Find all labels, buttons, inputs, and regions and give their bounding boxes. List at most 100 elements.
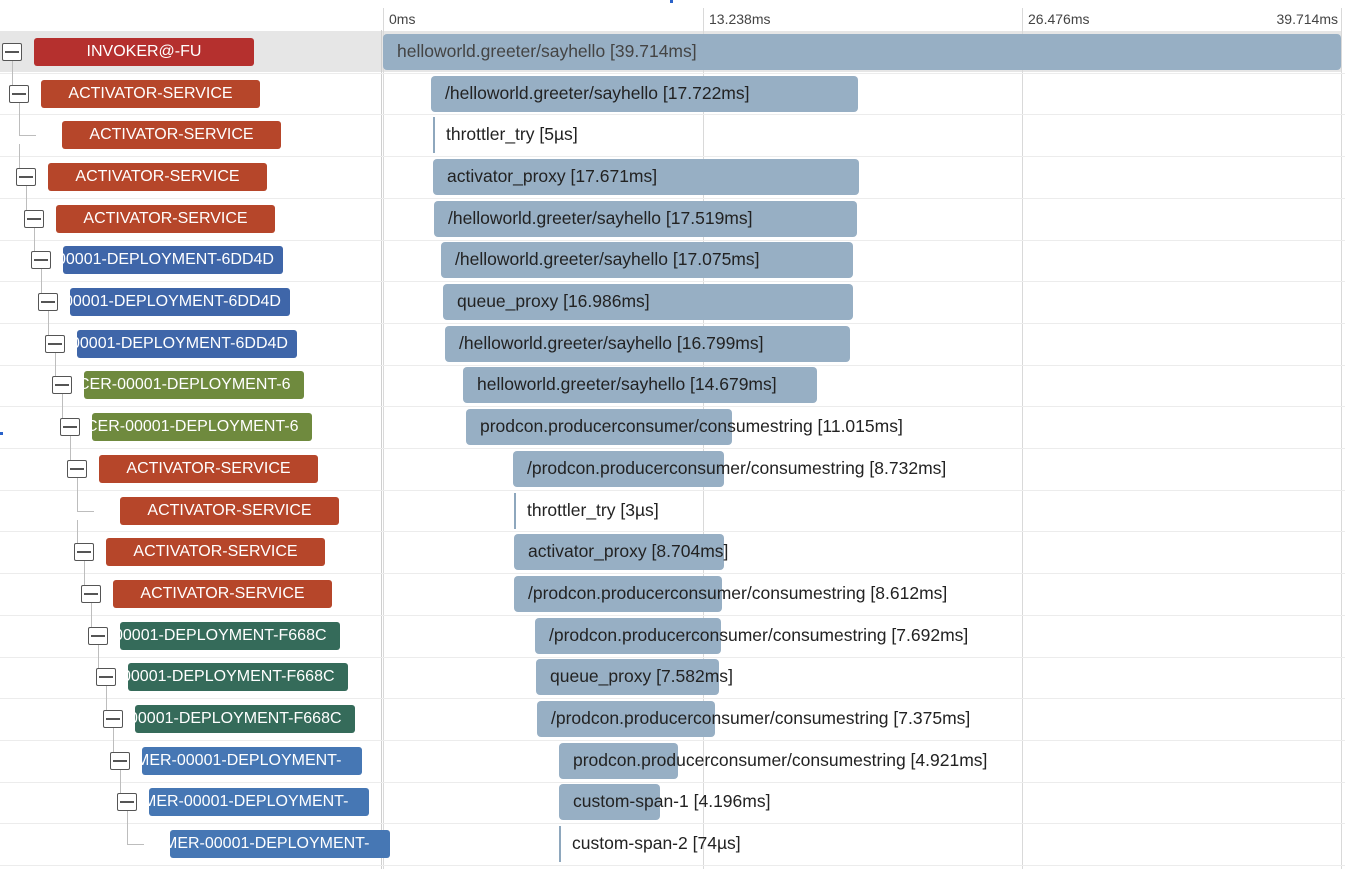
service-name: 00001-DEPLOYMENT-6DD4D: [77, 335, 288, 352]
service-label[interactable]: ACTIVATOR-SERVICE: [113, 580, 332, 608]
span-bar[interactable]: [433, 117, 435, 153]
row-divider: [0, 657, 1345, 658]
service-label[interactable]: 00001-DEPLOYMENT-6DD4D: [77, 330, 297, 358]
collapse-toggle-icon[interactable]: [110, 752, 130, 770]
row-divider: [0, 198, 1345, 199]
grid-line: [1022, 8, 1023, 869]
collapse-toggle-icon[interactable]: [52, 376, 72, 394]
collapse-toggle-icon[interactable]: [60, 418, 80, 436]
collapse-toggle-icon[interactable]: [67, 460, 87, 478]
row-divider: [0, 406, 1345, 407]
service-label[interactable]: MER-00001-DEPLOYMENT-: [149, 788, 369, 816]
tick-label: 13.238ms: [709, 11, 771, 27]
tick-label: 0ms: [389, 11, 416, 27]
span-duration: 3µs: [625, 500, 654, 520]
collapse-toggle-icon[interactable]: [103, 710, 123, 728]
service-label[interactable]: MER-00001-DEPLOYMENT-: [170, 830, 390, 858]
row-divider: [0, 531, 1345, 532]
collapse-toggle-icon[interactable]: [2, 43, 22, 61]
panel-separator: [381, 30, 382, 869]
service-label[interactable]: CER-00001-DEPLOYMENT-6: [92, 413, 312, 441]
service-name: 00001-DEPLOYMENT-F668C: [120, 627, 327, 644]
tree-connector: [70, 436, 71, 469]
span-name: throttler_try: [527, 500, 616, 520]
tree-connector: [91, 603, 92, 636]
service-name: 00001-DEPLOYMENT-F668C: [135, 710, 342, 727]
span-bar[interactable]: [535, 618, 721, 654]
service-label[interactable]: 00001-DEPLOYMENT-F668C: [120, 622, 340, 650]
service-name: ACTIVATOR-SERVICE: [75, 168, 240, 185]
tick-label: 26.476ms: [1028, 11, 1090, 27]
span-bar[interactable]: [443, 284, 853, 320]
row-divider: [0, 156, 1345, 157]
collapse-toggle-icon[interactable]: [81, 585, 101, 603]
row-divider: [0, 740, 1345, 741]
service-label[interactable]: 00001-DEPLOYMENT-F668C: [135, 705, 355, 733]
service-name: CER-00001-DEPLOYMENT-6: [92, 418, 299, 435]
cursor-marker-left: [0, 432, 3, 435]
service-label[interactable]: 00001-DEPLOYMENT-F668C: [128, 663, 348, 691]
tree-connector: [77, 520, 78, 553]
tree-connector: [113, 728, 114, 761]
collapse-toggle-icon[interactable]: [45, 335, 65, 353]
grid-line: [1341, 8, 1342, 869]
span-bar[interactable]: [431, 76, 858, 112]
collapse-toggle-icon[interactable]: [96, 668, 116, 686]
span-bar[interactable]: [441, 242, 853, 278]
span-duration: 8.732ms: [874, 458, 942, 478]
tree-connector: [98, 645, 99, 678]
span-duration: 8.612ms: [875, 583, 943, 603]
tree-connector: [77, 511, 94, 512]
service-label[interactable]: ACTIVATOR-SERVICE: [106, 538, 325, 566]
collapse-toggle-icon[interactable]: [16, 168, 36, 186]
tree-connector: [55, 353, 56, 386]
span-label: custom-span-2 [74µs]: [572, 833, 741, 853]
service-name: ACTIVATOR-SERVICE: [68, 85, 233, 102]
collapse-toggle-icon[interactable]: [31, 251, 51, 269]
tree-connector: [12, 61, 13, 94]
service-label[interactable]: ACTIVATOR-SERVICE: [41, 80, 260, 108]
service-label[interactable]: MER-00001-DEPLOYMENT-: [142, 747, 362, 775]
span-bar[interactable]: [537, 701, 715, 737]
span-bar[interactable]: [463, 367, 817, 403]
tree-connector: [26, 186, 27, 219]
span-bar[interactable]: [383, 34, 1341, 70]
collapse-toggle-icon[interactable]: [74, 543, 94, 561]
span-duration: 4.196ms: [698, 791, 766, 811]
span-bar[interactable]: [559, 784, 660, 820]
row-divider: [0, 490, 1345, 491]
span-bar[interactable]: [514, 493, 516, 529]
service-name: 00001-DEPLOYMENT-6DD4D: [63, 251, 274, 268]
tree-connector: [77, 478, 78, 511]
service-label[interactable]: CER-00001-DEPLOYMENT-6: [84, 371, 304, 399]
span-bar[interactable]: [513, 451, 724, 487]
span-bar[interactable]: [433, 159, 859, 195]
span-bar[interactable]: [514, 534, 724, 570]
span-bar[interactable]: [536, 659, 719, 695]
span-bar[interactable]: [559, 826, 561, 862]
row-divider: [0, 114, 1345, 115]
service-label[interactable]: 00001-DEPLOYMENT-6DD4D: [63, 246, 283, 274]
service-label[interactable]: ACTIVATOR-SERVICE: [48, 163, 267, 191]
collapse-toggle-icon[interactable]: [117, 793, 137, 811]
tree-connector: [127, 844, 144, 845]
span-bar[interactable]: [466, 409, 732, 445]
span-bar[interactable]: [445, 326, 850, 362]
row-divider: [0, 448, 1345, 449]
span-bar[interactable]: [514, 576, 722, 612]
span-bar[interactable]: [559, 743, 678, 779]
collapse-toggle-icon[interactable]: [88, 627, 108, 645]
collapse-toggle-icon[interactable]: [9, 85, 29, 103]
span-duration: 11.015ms: [822, 416, 898, 436]
tree-connector: [19, 144, 20, 177]
service-label[interactable]: ACTIVATOR-SERVICE: [99, 455, 318, 483]
service-label[interactable]: ACTIVATOR-SERVICE: [62, 121, 281, 149]
span-bar[interactable]: [434, 201, 857, 237]
collapse-toggle-icon[interactable]: [38, 293, 58, 311]
service-label[interactable]: INVOKER@-FU: [34, 38, 254, 66]
service-label[interactable]: ACTIVATOR-SERVICE: [56, 205, 275, 233]
tree-connector: [62, 394, 63, 427]
service-label[interactable]: ACTIVATOR-SERVICE: [120, 497, 339, 525]
collapse-toggle-icon[interactable]: [24, 210, 44, 228]
service-label[interactable]: 00001-DEPLOYMENT-6DD4D: [70, 288, 290, 316]
